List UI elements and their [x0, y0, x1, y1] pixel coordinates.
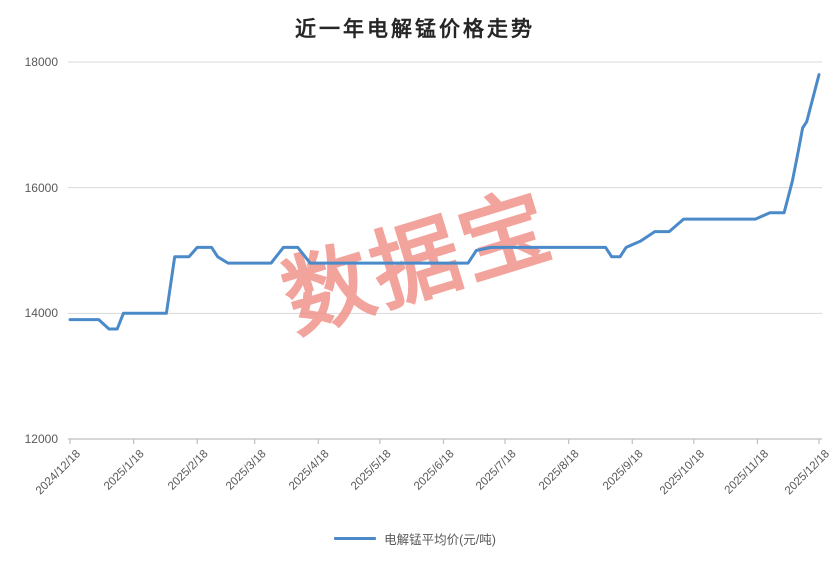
- legend-line-sample: [334, 537, 377, 540]
- chart-title: 近一年电解锰价格走势: [295, 16, 535, 41]
- legend: 电解锰平均价(元/吨): [0, 529, 830, 548]
- legend-label: 电解锰平均价(元/吨): [384, 533, 496, 547]
- price-line-series: [68, 73, 821, 331]
